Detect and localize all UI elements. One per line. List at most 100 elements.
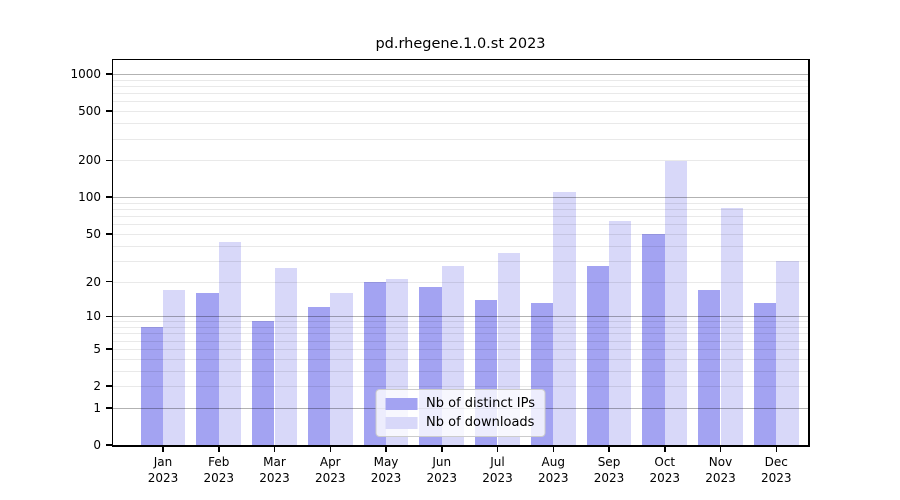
y-tick-mark bbox=[105, 110, 112, 112]
legend-swatch-distinct-ips bbox=[385, 397, 418, 410]
bar-oct-ips bbox=[642, 233, 665, 445]
y-axis-right-spine bbox=[808, 58, 810, 447]
bar-apr-ips bbox=[307, 307, 331, 445]
y-tick-mark bbox=[105, 73, 112, 75]
y-tick-mark bbox=[105, 196, 112, 198]
minor-gridline bbox=[113, 386, 808, 388]
minor-gridline bbox=[113, 101, 808, 103]
y-tick-label: 200 bbox=[78, 153, 101, 168]
y-axis-left-spine bbox=[111, 58, 113, 447]
x-axis-top-spine bbox=[111, 58, 810, 60]
minor-gridline bbox=[113, 327, 808, 329]
x-axis-bottom-spine bbox=[111, 445, 810, 447]
y-tick-label: 0 bbox=[93, 438, 101, 452]
minor-gridline bbox=[113, 86, 808, 88]
y-tick-mark bbox=[105, 159, 112, 162]
x-tick-mark bbox=[218, 446, 220, 452]
y-tick-label: 100 bbox=[78, 190, 101, 205]
x-tick-mark bbox=[664, 446, 666, 452]
x-tick-mark bbox=[608, 446, 610, 452]
legend: Nb of distinct IPs Nb of downloads bbox=[375, 389, 546, 437]
y-tick-mark bbox=[105, 348, 112, 350]
y-tick-mark bbox=[105, 444, 112, 446]
y-tick-label: 2 bbox=[93, 379, 101, 394]
major-gridline bbox=[113, 197, 808, 199]
bar-jan-ips bbox=[140, 327, 163, 445]
x-tick-mark bbox=[719, 446, 722, 452]
bar-dec-ips bbox=[753, 303, 777, 445]
x-tick-label-apr: Apr 2023 bbox=[314, 455, 346, 485]
minor-gridline bbox=[113, 111, 808, 113]
y-tick-mark bbox=[105, 280, 112, 283]
y-tick-label: 500 bbox=[78, 104, 101, 119]
bar-dec-downloads bbox=[776, 260, 799, 445]
x-tick-label-sep: Sep 2023 bbox=[593, 455, 625, 485]
y-tick-label: 10 bbox=[85, 309, 101, 324]
legend-item-downloads: Nb of downloads bbox=[385, 415, 535, 430]
minor-gridline bbox=[113, 202, 808, 204]
bar-sep-downloads bbox=[609, 220, 632, 445]
legend-label-downloads: Nb of downloads bbox=[426, 415, 535, 430]
bar-oct-downloads bbox=[664, 161, 688, 445]
minor-gridline bbox=[113, 245, 808, 247]
y-tick-mark bbox=[105, 315, 112, 317]
y-tick-label: 1 bbox=[93, 400, 101, 415]
x-tick-mark bbox=[162, 446, 164, 452]
x-tick-label-dec: Dec 2023 bbox=[760, 455, 792, 485]
y-tick-mark bbox=[105, 233, 112, 235]
y-tick-label: 1000 bbox=[70, 67, 101, 82]
bar-feb-ips bbox=[196, 292, 219, 445]
bar-apr-downloads bbox=[330, 292, 353, 445]
minor-gridline bbox=[113, 340, 808, 342]
bar-nov-downloads bbox=[720, 207, 743, 445]
x-tick-mark bbox=[775, 446, 777, 452]
x-tick-label-nov: Nov 2023 bbox=[705, 455, 736, 485]
minor-gridline bbox=[113, 224, 808, 226]
x-tick-mark bbox=[496, 446, 499, 452]
minor-gridline bbox=[113, 160, 808, 162]
x-tick-label-jul: Jul 2023 bbox=[482, 455, 513, 485]
y-tick-label: 50 bbox=[85, 226, 101, 241]
minor-gridline bbox=[113, 93, 808, 95]
minor-gridline bbox=[113, 138, 808, 140]
bar-aug-downloads bbox=[553, 192, 576, 445]
x-tick-label-may: May 2023 bbox=[370, 455, 402, 485]
bar-mar-ips bbox=[252, 321, 275, 445]
minor-gridline bbox=[113, 333, 808, 335]
minor-gridline bbox=[113, 209, 808, 211]
y-tick-mark bbox=[105, 385, 112, 387]
x-tick-mark bbox=[441, 446, 443, 452]
legend-item-distinct-ips: Nb of distinct IPs bbox=[385, 396, 535, 411]
minor-gridline bbox=[113, 216, 808, 218]
bar-feb-downloads bbox=[218, 241, 242, 445]
minor-gridline bbox=[113, 348, 808, 350]
minor-gridline bbox=[113, 79, 808, 81]
x-tick-mark bbox=[552, 446, 554, 452]
minor-gridline bbox=[113, 233, 808, 235]
bar-sep-ips bbox=[586, 266, 609, 445]
minor-gridline bbox=[113, 358, 808, 360]
minor-gridline bbox=[113, 281, 808, 283]
minor-gridline bbox=[113, 123, 808, 125]
chart-title: pd.rhegene.1.0.st 2023 bbox=[375, 36, 546, 52]
minor-gridline bbox=[113, 321, 808, 323]
bar-jan-downloads bbox=[163, 289, 186, 445]
x-tick-mark bbox=[273, 446, 276, 452]
x-tick-label-mar: Mar 2023 bbox=[259, 455, 290, 485]
legend-swatch-downloads bbox=[385, 416, 418, 429]
major-gridline bbox=[113, 316, 808, 318]
y-tick-label: 5 bbox=[93, 341, 101, 356]
legend-label-distinct-ips: Nb of distinct IPs bbox=[426, 396, 535, 411]
x-tick-label-jan: Jan 2023 bbox=[147, 455, 179, 485]
major-gridline bbox=[113, 74, 808, 76]
plot-area: Nb of distinct IPs Nb of downloads bbox=[113, 60, 808, 445]
x-tick-label-oct: Oct 2023 bbox=[649, 455, 681, 485]
x-tick-mark bbox=[329, 446, 331, 452]
bar-mar-downloads bbox=[274, 268, 297, 445]
y-tick-mark bbox=[105, 407, 112, 409]
minor-gridline bbox=[113, 260, 808, 262]
minor-gridline bbox=[113, 370, 808, 372]
y-tick-label: 20 bbox=[85, 274, 101, 289]
x-tick-label-feb: Feb 2023 bbox=[203, 455, 235, 485]
